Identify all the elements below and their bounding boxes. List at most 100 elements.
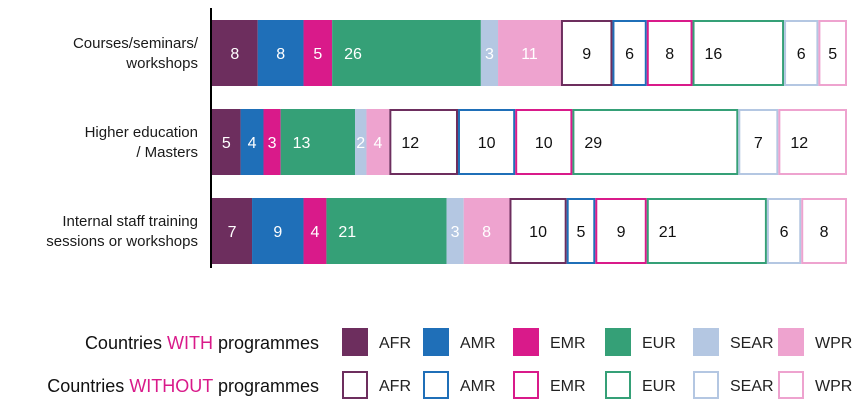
legend-swatch-emr-without (513, 371, 539, 399)
data-label-amr-without-2: 10 (478, 135, 496, 152)
data-label-emr-without-2: 10 (535, 135, 553, 152)
data-label-sear-without-3: 6 (780, 224, 789, 241)
legend-title-without: Countries WITHOUT programmes (47, 376, 319, 396)
data-label-eur-without-1: 16 (705, 46, 723, 63)
bar-afr-with-3 (212, 198, 253, 264)
data-label-emr-with-3: 4 (311, 224, 320, 241)
legend-swatch-afr-with (342, 328, 368, 356)
bar-emr-with-2 (263, 109, 281, 175)
bar-eur-without-1 (692, 20, 785, 86)
legend-swatch-wpr-with (778, 328, 804, 356)
data-label-wpr-without-1: 5 (828, 46, 837, 63)
bar-sear-with-2 (355, 109, 367, 175)
category-label-3: sessions or workshops (46, 233, 198, 250)
data-label-amr-with-3: 9 (273, 224, 282, 241)
legend-label-afr-without: AFR (379, 378, 411, 395)
legend-label-emr-with: EMR (550, 335, 586, 352)
legend-swatch-amr-with (423, 328, 449, 356)
data-label-sear-without-2: 7 (754, 135, 763, 152)
data-label-afr-with-3: 7 (228, 224, 237, 241)
bar-eur-with-2 (280, 109, 356, 175)
data-label-afr-without-3: 10 (529, 224, 547, 241)
bar-afr-without-1 (560, 20, 613, 86)
bar-eur-without-2 (572, 109, 739, 175)
bar-emr-without-3 (595, 198, 647, 264)
data-label-emr-with-2: 3 (268, 135, 277, 152)
data-label-amr-without-1: 6 (625, 46, 634, 63)
category-label-1: Courses/seminars/ (73, 35, 199, 52)
data-label-amr-without-3: 5 (577, 224, 586, 241)
bar-sear-without-3 (766, 198, 802, 264)
legend-title-with: Countries WITH programmes (85, 333, 319, 353)
category-label-2: / Masters (136, 144, 198, 161)
bar-afr-with-1 (212, 20, 258, 86)
legend-swatch-afr-without (342, 371, 368, 399)
legend-label-eur-with: EUR (642, 335, 676, 352)
bar-sear-with-1 (480, 20, 499, 86)
data-label-eur-with-3: 21 (338, 224, 356, 241)
bar-wpr-without-3 (801, 198, 848, 264)
bar-amr-with-3 (252, 198, 304, 264)
data-label-wpr-with-3: 8 (482, 224, 491, 241)
bar-eur-without-3 (646, 198, 767, 264)
bar-amr-without-1 (612, 20, 647, 86)
bar-amr-with-2 (240, 109, 264, 175)
bar-wpr-without-2 (778, 109, 848, 175)
bar-emr-without-2 (515, 109, 573, 175)
data-label-eur-with-2: 13 (293, 135, 311, 152)
legend-label-afr-with: AFR (379, 335, 411, 352)
bar-emr-without-1 (646, 20, 693, 86)
bar-afr-without-2 (389, 109, 458, 175)
data-label-afr-without-2: 12 (401, 135, 419, 152)
legend-swatch-wpr-without (778, 371, 804, 399)
legend-swatch-eur-without (605, 371, 631, 399)
bar-sear-without-1 (784, 20, 819, 86)
bar-wpr-with-3 (463, 198, 510, 264)
bar-emr-with-1 (303, 20, 333, 86)
bar-amr-with-1 (257, 20, 304, 86)
legend-swatch-eur-with (605, 328, 631, 356)
data-label-emr-without-3: 9 (617, 224, 626, 241)
bar-eur-with-1 (332, 20, 481, 86)
legend-swatch-amr-without (423, 371, 449, 399)
data-label-wpr-with-1: 11 (521, 46, 538, 63)
legend-label-amr-without: AMR (460, 378, 496, 395)
bar-eur-with-3 (326, 198, 447, 264)
legend-swatch-emr-with (513, 328, 539, 356)
data-label-amr-with-1: 8 (276, 46, 285, 63)
data-label-eur-with-1: 26 (344, 46, 362, 63)
bar-afr-with-2 (212, 109, 241, 175)
bar-wpr-with-2 (366, 109, 390, 175)
bar-sear-without-2 (738, 109, 779, 175)
legend-label-emr-without: EMR (550, 378, 586, 395)
data-label-emr-with-1: 5 (313, 46, 322, 63)
data-label-sear-with-1: 3 (485, 46, 494, 63)
data-label-sear-with-2: 2 (356, 135, 365, 152)
data-label-wpr-without-3: 8 (820, 224, 829, 241)
legend-label-wpr-without: WPR (815, 378, 852, 395)
data-label-eur-without-3: 21 (659, 224, 677, 241)
data-label-sear-with-3: 3 (451, 224, 460, 241)
legend-label-sear-without: SEAR (730, 378, 774, 395)
data-label-wpr-with-2: 4 (373, 135, 382, 152)
category-label-2: Higher education (85, 124, 198, 141)
category-label-1: workshops (125, 55, 198, 72)
category-label-3: Internal staff training (62, 213, 198, 230)
legend-label-eur-without: EUR (642, 378, 676, 395)
data-label-afr-with-1: 8 (230, 46, 239, 63)
data-label-sear-without-1: 6 (797, 46, 806, 63)
data-label-emr-without-1: 8 (665, 46, 674, 63)
data-label-afr-without-1: 9 (582, 46, 591, 63)
bar-afr-without-3 (509, 198, 567, 264)
data-label-amr-with-2: 4 (248, 135, 257, 152)
bar-emr-with-3 (303, 198, 327, 264)
legend-label-wpr-with: WPR (815, 335, 852, 352)
data-label-eur-without-2: 29 (584, 135, 602, 152)
bar-wpr-without-1 (818, 20, 848, 86)
legend-label-sear-with: SEAR (730, 335, 774, 352)
data-label-wpr-without-2: 12 (790, 135, 808, 152)
bar-sear-with-3 (446, 198, 464, 264)
data-label-afr-with-2: 5 (222, 135, 231, 152)
bar-amr-without-2 (457, 109, 516, 175)
